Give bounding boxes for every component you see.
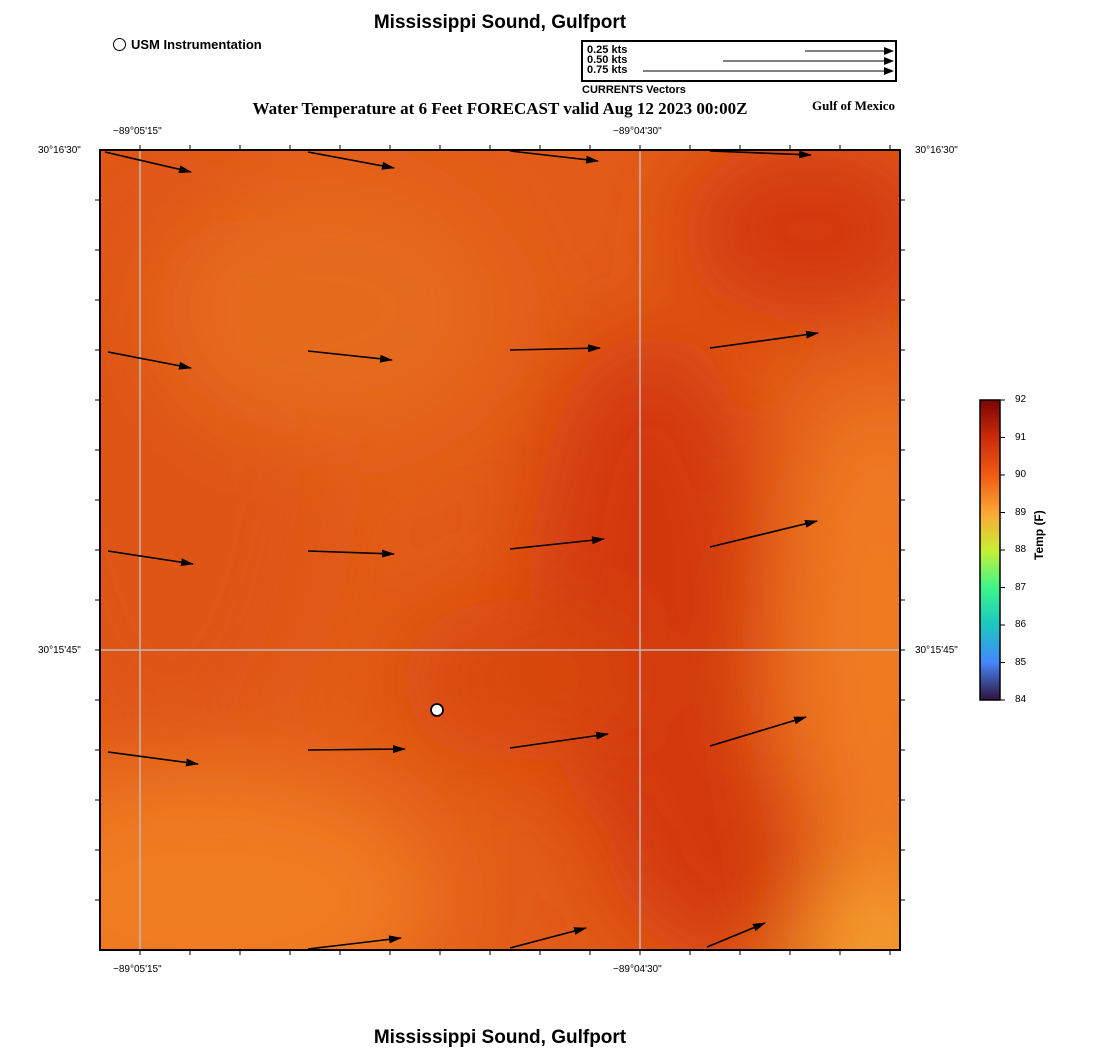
map-title: Mississippi Sound, Gulfport bbox=[373, 12, 627, 33]
colorbar-tick-87: 87 bbox=[1015, 582, 1027, 593]
lon-tick-top-2: −89°04'30" bbox=[613, 126, 662, 137]
current-vector-icon bbox=[307, 745, 406, 754]
current-vector-icon bbox=[509, 536, 605, 550]
current-vector-icon bbox=[509, 344, 601, 353]
lon-tick-bottom-2: −89°04'30" bbox=[613, 964, 662, 975]
current-vector-icon bbox=[509, 927, 587, 949]
lon-tick-top-1: −89°05'15" bbox=[113, 126, 162, 137]
current-vector-icon bbox=[307, 151, 395, 170]
vector-legend: 0.25 kts 0.50 kts 0.75 kts bbox=[581, 40, 897, 82]
current-vector-icon bbox=[307, 935, 402, 950]
current-vector-icon bbox=[709, 330, 819, 349]
current-vector-icon bbox=[307, 549, 395, 558]
temperature-map bbox=[95, 145, 905, 955]
legend-entry-075: 0.75 kts bbox=[587, 64, 628, 76]
lat-tick-left-2: 30°15'45" bbox=[38, 645, 81, 656]
colorbar-tick-91: 91 bbox=[1015, 432, 1027, 443]
colorbar-tick-84: 84 bbox=[1015, 694, 1027, 705]
colorbar-tick-89: 89 bbox=[1015, 507, 1027, 518]
map-ticks bbox=[95, 145, 905, 955]
lat-tick-left-1: 30°16'30" bbox=[38, 145, 81, 156]
colorbar-title: Temp (F) bbox=[1032, 510, 1046, 560]
current-vector-icon bbox=[307, 350, 393, 363]
current-vector-icon bbox=[706, 922, 766, 948]
usm-instrument-legend-label: USM Instrumentation bbox=[131, 37, 262, 52]
current-vector-icon bbox=[709, 150, 812, 159]
legend-entry-050: 0.50 kts bbox=[587, 54, 628, 66]
legend-arrows bbox=[643, 47, 894, 75]
map-subtitle: Water Temperature at 6 Feet FORECAST val… bbox=[252, 99, 748, 118]
current-vector-icon bbox=[107, 751, 199, 767]
current-vector-icon bbox=[509, 150, 599, 164]
colorbar-tick-92: 92 bbox=[1015, 394, 1027, 405]
temperature-field bbox=[100, 150, 900, 950]
current-vector-icon bbox=[104, 151, 192, 174]
current-vector-icon bbox=[107, 550, 194, 567]
region-label: Gulf of Mexico bbox=[812, 98, 896, 113]
current-vectors bbox=[104, 150, 819, 950]
usm-instrument-marker-icon bbox=[113, 38, 126, 51]
current-vector-icon bbox=[709, 519, 818, 548]
lon-tick-bottom-1: −89°05'15" bbox=[113, 964, 162, 975]
map-footer-title: Mississippi Sound, Gulfport bbox=[373, 1027, 627, 1048]
current-vector-icon bbox=[107, 351, 192, 370]
colorbar-tick-85: 85 bbox=[1015, 657, 1027, 668]
legend-entry-025: 0.25 kts bbox=[587, 44, 628, 56]
lat-tick-right-2: 30°15'45" bbox=[915, 645, 958, 656]
usm-station-icon bbox=[430, 703, 444, 717]
colorbar bbox=[979, 399, 1005, 701]
current-vector-icon bbox=[709, 716, 807, 747]
colorbar-tick-86: 86 bbox=[1015, 619, 1027, 630]
colorbar-tick-88: 88 bbox=[1015, 544, 1027, 555]
colorbar-tick-90: 90 bbox=[1015, 469, 1027, 480]
lat-tick-right-1: 30°16'30" bbox=[915, 145, 958, 156]
vector-legend-caption: CURRENTS Vectors bbox=[582, 84, 686, 96]
current-vector-icon bbox=[509, 731, 609, 749]
